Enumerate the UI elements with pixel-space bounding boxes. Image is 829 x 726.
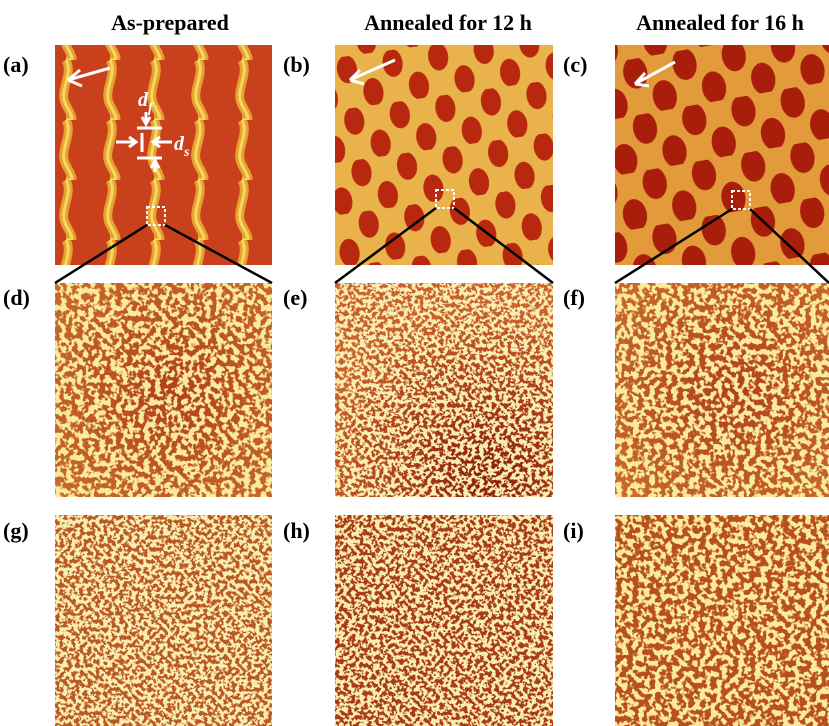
panel-label: (d)	[3, 285, 30, 310]
afm-texture	[335, 283, 553, 497]
column-title: Annealed for 16 h	[636, 10, 804, 35]
panel-label: (h)	[283, 518, 310, 543]
afm-texture	[335, 515, 553, 726]
panel-label: (c)	[563, 52, 587, 77]
afm-image	[55, 45, 272, 265]
column-title: As-prepared	[111, 10, 229, 35]
panel-label: (e)	[283, 285, 307, 310]
panel-label: (b)	[283, 52, 310, 77]
image-grid	[55, 45, 829, 726]
afm-texture	[615, 515, 829, 726]
annotation-subscript: s	[183, 145, 190, 160]
afm-image	[335, 45, 553, 265]
afm-texture	[55, 283, 272, 497]
afm-texture	[615, 283, 829, 497]
panel-label: (g)	[3, 518, 29, 543]
afm-texture	[55, 515, 272, 726]
panel-label: (a)	[3, 52, 29, 77]
panel-label: (i)	[563, 518, 584, 543]
column-title: Annealed for 12 h	[364, 10, 532, 35]
figure: As-prepared Annealed for 12 h Annealed f…	[0, 0, 829, 726]
panel-label: (f)	[563, 285, 585, 310]
